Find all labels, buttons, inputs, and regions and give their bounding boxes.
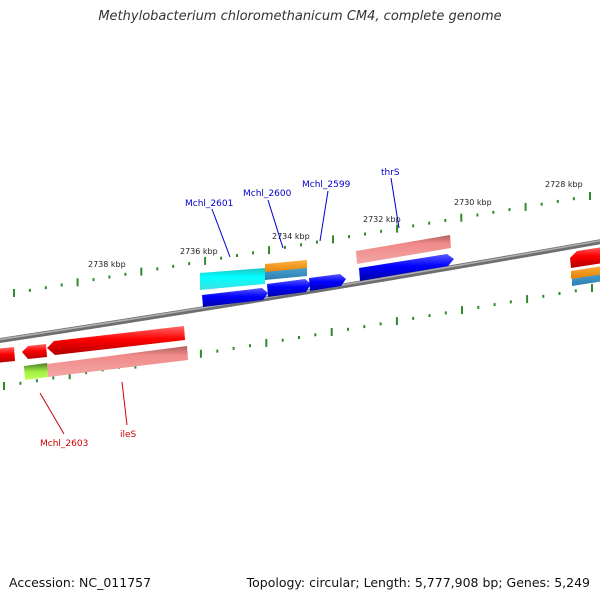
- cds-arrow-mchl-2600: [267, 279, 311, 297]
- tick-label: 2728 kbp: [545, 180, 583, 189]
- gene-label-ileS: ileS: [120, 381, 137, 440]
- feature-cyan: [200, 268, 265, 290]
- gene-label-text: Mchl_2599: [302, 180, 351, 190]
- feature-green-mchl-2603: [24, 363, 48, 380]
- genome-backbone: [0, 239, 600, 344]
- cds-arrow-mchl-2603: [22, 344, 47, 359]
- gene-label-text: ileS: [120, 430, 137, 440]
- feature-teal-right: [572, 274, 600, 286]
- map-title: Methylobacterium chloromethanicum CM4, c…: [98, 9, 502, 24]
- tick-label: 2736 kbp: [180, 247, 218, 256]
- gene-label-text: thrS: [381, 168, 400, 178]
- gene-label-text: Mchl_2603: [40, 439, 88, 449]
- gene-label-thrS: thrS: [381, 168, 400, 229]
- gene-label-text: Mchl_2600: [243, 189, 292, 199]
- gene-label-mchl-2599: Mchl_2599: [302, 180, 351, 242]
- gene-label-text: Mchl_2601: [185, 199, 233, 209]
- cds-arrow-left-edge: [0, 347, 15, 363]
- feature-pink-ileS: [47, 346, 188, 377]
- cds-arrow-mchl-2601: [202, 288, 268, 307]
- cds-arrow-thrS: [359, 254, 454, 281]
- accession-text: Accession: NC_011757: [9, 575, 152, 590]
- tick-label: 2734 kbp: [272, 232, 310, 241]
- feature-pink-thrS: [356, 235, 451, 264]
- gene-label-mchl-2600: Mchl_2600: [243, 189, 292, 249]
- tick-label: 2732 kbp: [363, 215, 401, 224]
- tick-label: 2730 kbp: [454, 198, 492, 207]
- gene-label-mchl-2603: Mchl_2603: [39, 392, 88, 449]
- cds-arrow-right-edge: [570, 247, 600, 268]
- genome-stats-text: Topology: circular; Length: 5,777,908 bp…: [246, 575, 590, 590]
- cds-arrow-mchl-2599: [309, 274, 346, 291]
- outer-tick-track: [13, 192, 591, 297]
- cds-arrow-ileS: [47, 326, 185, 355]
- feature-teal: [265, 268, 307, 280]
- gene-label-mchl-2601: Mchl_2601: [185, 199, 233, 258]
- tick-label: 2738 kbp: [88, 260, 126, 269]
